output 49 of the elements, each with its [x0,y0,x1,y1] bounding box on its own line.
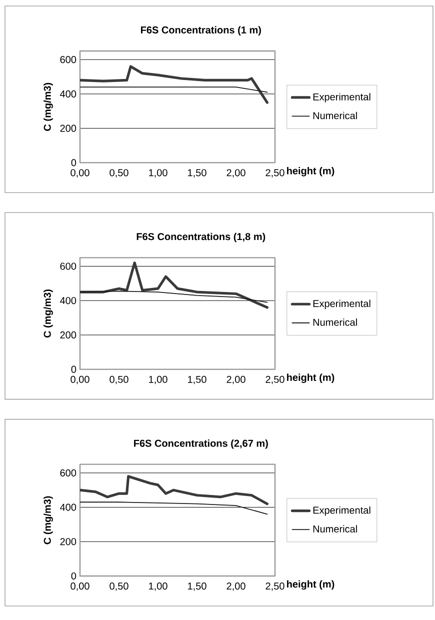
x-tick-label: 0,50 [110,169,128,178]
y-tick-label: 400 [60,297,76,304]
y-tick-label: 0 [71,366,76,373]
x-tick-label: 1,00 [149,582,168,591]
y-tick-label: 0 [71,159,76,166]
legend-label: Numerical [313,525,357,532]
x-tick-label: 1,00 [149,169,168,178]
x-tick-label: 0,50 [110,582,128,591]
y-tick-label: 200 [60,538,76,546]
line-series [80,502,268,515]
line-series [80,475,268,506]
x-tick-label: 2,50 [266,582,284,591]
x-tick-label: 2,00 [226,376,246,384]
x-axis-title: height (m) [287,580,334,590]
legend-label: Experimental [313,300,370,310]
y-tick-label: 400 [60,504,76,511]
x-tick-label: 0,00 [70,169,90,178]
legend-label: Experimental [313,93,370,102]
x-tick-label: 2,00 [226,582,246,591]
chart-title: F6S Concentrations (1,8 m) [136,232,266,242]
x-tick-label: 0,50 [110,376,128,384]
x-tick-label: 2,50 [266,376,284,384]
chart-title: F6S Concentrations (1 m) [141,26,261,36]
y-axis-title: C (mg/m3) [44,82,53,131]
x-tick-label: 0,00 [70,376,90,384]
y-tick-label: 400 [60,90,76,98]
x-axis-title: height (m) [287,166,334,176]
x-tick-label: 1,50 [188,582,206,591]
legend-label: Numerical [313,318,357,326]
y-tick-label: 600 [60,262,76,270]
y-tick-label: 600 [60,469,76,476]
line-series [80,290,268,303]
x-axis-title: height (m) [287,374,334,384]
y-tick-label: 600 [60,56,76,64]
y-axis-title: C (mg/m3) [44,290,53,338]
chart-title: F6S Concentrations (2,67 m) [134,439,268,449]
x-tick-label: 1,50 [188,169,206,178]
y-tick-label: 200 [60,124,76,132]
x-tick-label: 1,50 [188,376,206,384]
y-tick-label: 0 [71,572,76,580]
legend-label: Numerical [313,112,357,120]
legend-label: Experimental [313,506,370,516]
x-tick-label: 1,00 [149,376,168,384]
line-series [80,262,268,309]
y-axis-title: C (mg/m3) [44,496,53,544]
y-tick-label: 200 [60,331,76,339]
x-tick-label: 0,00 [70,582,90,591]
x-tick-label: 2,50 [266,169,284,178]
x-tick-label: 2,00 [226,169,246,178]
